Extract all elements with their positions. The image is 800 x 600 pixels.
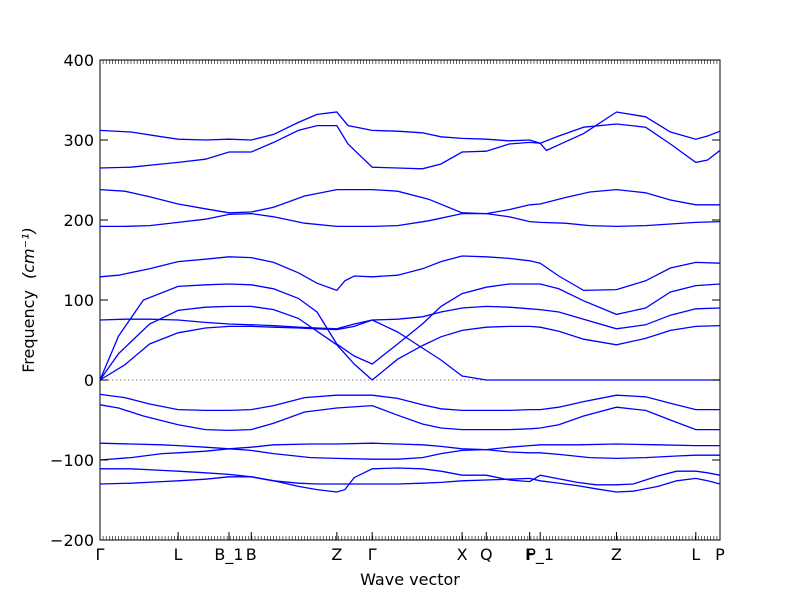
x-tick-label-11: L [691, 545, 700, 564]
y-axis-title: Frequency (cm⁻¹) [19, 227, 38, 372]
x-tick-label-2: B_1 [214, 545, 243, 565]
phonon-band-8 [371, 324, 721, 381]
x-tick-label-8: F [525, 545, 534, 564]
x-tick-label-10: Z [611, 545, 622, 564]
phonon-band-5 [99, 404, 720, 432]
phonon-band-13 [100, 212, 721, 228]
phonon-band-7 [99, 319, 720, 381]
phonon-band-2 [100, 468, 721, 493]
x-tick-label-0: Γ [96, 545, 105, 564]
phonon-band-11 [99, 283, 721, 381]
x-tick-label-6: X [457, 545, 468, 564]
y-tick-label-4: 200 [63, 211, 94, 230]
y-axis-title-text: Frequency [19, 290, 38, 373]
y-tick-label-5: 300 [63, 131, 94, 150]
x-tick-label-3: B [246, 545, 257, 564]
phonon-band-6 [99, 393, 720, 412]
x-tick-label-1: L [174, 545, 183, 564]
x-tick-label-4: Z [331, 545, 342, 564]
y-tick-label-0: −200 [50, 531, 94, 550]
phonon-band-10 [99, 305, 721, 330]
phonon-band-3 [99, 448, 720, 461]
phonon-band-15 [99, 123, 721, 170]
y-tick-label-6: 400 [63, 51, 94, 70]
x-axis-title: Wave vector [360, 570, 460, 589]
phonon-band-12 [99, 255, 721, 292]
y-tick-label-3: 100 [63, 291, 94, 310]
y-tick-label-2: 0 [84, 371, 94, 390]
phonon-band-14 [99, 188, 720, 215]
phonon-band-4 [99, 442, 720, 451]
phonon-band-16 [99, 111, 721, 152]
y-tick-label-1: −100 [50, 451, 94, 470]
x-tick-label-5: Γ [368, 545, 377, 564]
series-group [99, 111, 721, 493]
x-tick-label-12: P [715, 545, 725, 564]
y-axis-title-unit: (cm⁻¹) [19, 227, 38, 279]
phonon-band-1 [99, 467, 721, 493]
phonon-band-9 [99, 305, 373, 381]
x-tick-label-9: P_1 [526, 545, 554, 565]
x-tick-label-7: Q [480, 545, 493, 564]
